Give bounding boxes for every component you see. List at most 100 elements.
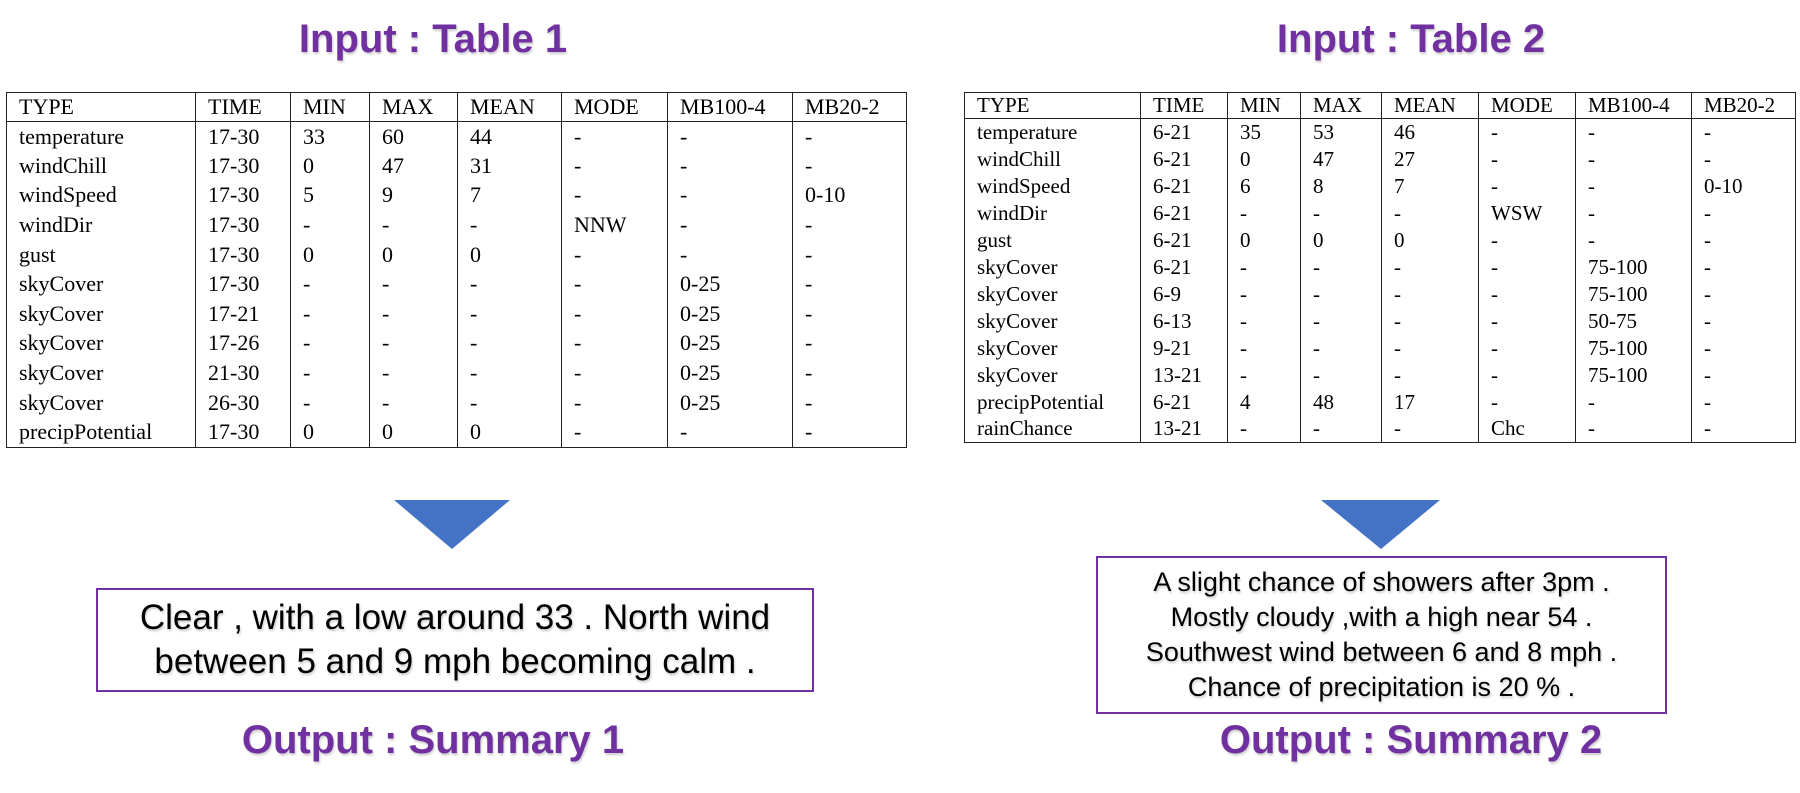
header-cell: MEAN — [457, 92, 562, 122]
cell: - — [369, 299, 458, 329]
cell: - — [1478, 172, 1576, 200]
cell: gust — [6, 239, 196, 270]
cell: - — [792, 151, 907, 181]
output-label: Output : Summary 2 — [1219, 718, 1603, 762]
cell: - — [667, 121, 793, 152]
cell: - — [561, 417, 668, 448]
arrow — [1321, 500, 1440, 549]
table-row: precipPotential 6-21 4 48 17- - - — [964, 388, 1796, 416]
table-row: gust 6-21 0 0 0- - - — [964, 226, 1796, 254]
cell: 0-10 — [792, 180, 907, 211]
cell: 50-75 — [1575, 307, 1692, 335]
cell: 0-25 — [667, 269, 793, 300]
cell: - — [1691, 226, 1796, 254]
cell: 31 — [457, 151, 562, 181]
cell: skyCover — [964, 334, 1141, 362]
cell: 0 — [1300, 226, 1382, 254]
header-row: TYPE TIME MIN MAX MEAN MODE MB100-4 MB20-2 — [964, 92, 1796, 119]
cell: - — [1478, 226, 1576, 254]
cell: - — [561, 328, 668, 359]
cell: 0 — [290, 151, 370, 181]
cell: - — [792, 269, 907, 300]
cell: 35 — [1227, 118, 1301, 146]
header-cell: MODE — [561, 92, 668, 122]
cell: - — [1381, 280, 1479, 308]
table-row: skyCover 17-26- - - -0-25- — [6, 328, 907, 359]
cell: WSW — [1478, 199, 1576, 227]
cell: - — [1691, 334, 1796, 362]
cell: skyCover — [6, 269, 196, 300]
cell: skyCover — [964, 280, 1141, 308]
cell: windChill — [964, 145, 1141, 173]
cell: - — [667, 180, 793, 211]
header-cell: MB20-2 — [792, 92, 907, 122]
cell: 75-100 — [1575, 280, 1692, 308]
cell: - — [1478, 280, 1576, 308]
cell: 75-100 — [1575, 334, 1692, 362]
cell: 13-21 — [1140, 415, 1228, 443]
cell: - — [1227, 199, 1301, 227]
table-row: skyCover 17-30- - - -0-25- — [6, 269, 907, 300]
cell: precipPotential — [964, 388, 1141, 416]
cell: NNW — [561, 210, 668, 240]
table-title: Input : Table 2 — [1276, 17, 1546, 61]
cell: skyCover — [6, 299, 196, 329]
cell: 6 — [1227, 172, 1301, 200]
cell: 17-30 — [195, 417, 291, 448]
cell: windDir — [6, 210, 196, 240]
summary-box: A slight chance of showers after 3pm . Mo… — [1096, 556, 1667, 714]
cell: 0 — [457, 239, 562, 270]
cell: - — [1691, 415, 1796, 443]
summary-line: Mostly cloudy ,with a high near 54 . — [1170, 602, 1593, 632]
cell: 9-21 — [1140, 334, 1228, 362]
cell: 4 — [1227, 388, 1301, 416]
cell: - — [792, 121, 907, 152]
header-cell: MEAN — [1381, 92, 1479, 119]
cell: - — [1575, 145, 1692, 173]
cell: - — [369, 269, 458, 300]
cell: - — [1227, 253, 1301, 281]
cell: windSpeed — [964, 172, 1141, 200]
cell: 0 — [1381, 226, 1479, 254]
table-row: windSpeed 6-21 6 8 7- -0-10 — [964, 172, 1796, 200]
cell: 47 — [1300, 145, 1382, 173]
cell: - — [792, 358, 907, 388]
cell: - — [1381, 415, 1479, 443]
cell: - — [1300, 361, 1382, 389]
summary-box: Clear , with a low around 33 . North win… — [96, 588, 814, 692]
summary-line: A slight chance of showers after 3pm . — [1153, 567, 1610, 597]
table-title: Input : Table 1 — [298, 17, 568, 61]
header-cell: MB20-2 — [1691, 92, 1796, 119]
cell: - — [369, 387, 458, 418]
cell: - — [561, 121, 668, 152]
cell: 8 — [1300, 172, 1382, 200]
cell: - — [369, 210, 458, 240]
cell: 6-21 — [1140, 253, 1228, 281]
cell: - — [1227, 280, 1301, 308]
cell: 17-30 — [195, 239, 291, 270]
cell: 75-100 — [1575, 361, 1692, 389]
cell: - — [290, 328, 370, 359]
table-row: skyCover 6-21- - - -75-100- — [964, 253, 1796, 281]
cell: - — [369, 358, 458, 388]
cell: 0 — [369, 417, 458, 448]
cell: - — [1227, 307, 1301, 335]
arrow — [394, 500, 510, 549]
cell: - — [1227, 334, 1301, 362]
cell: - — [1300, 253, 1382, 281]
cell: - — [792, 387, 907, 418]
cell: Chc — [1478, 415, 1576, 443]
cell: 17-21 — [195, 299, 291, 329]
header-cell: TYPE — [6, 92, 196, 122]
table-row: windDir 6-21- - - WSW - - — [964, 199, 1796, 227]
cell: - — [1691, 361, 1796, 389]
cell: - — [1227, 415, 1301, 443]
cell: 0 — [1227, 226, 1301, 254]
cell: 6-21 — [1140, 145, 1228, 173]
cell: - — [1381, 361, 1479, 389]
cell: - — [561, 299, 668, 329]
cell: - — [561, 239, 668, 270]
cell: precipPotential — [6, 417, 196, 448]
